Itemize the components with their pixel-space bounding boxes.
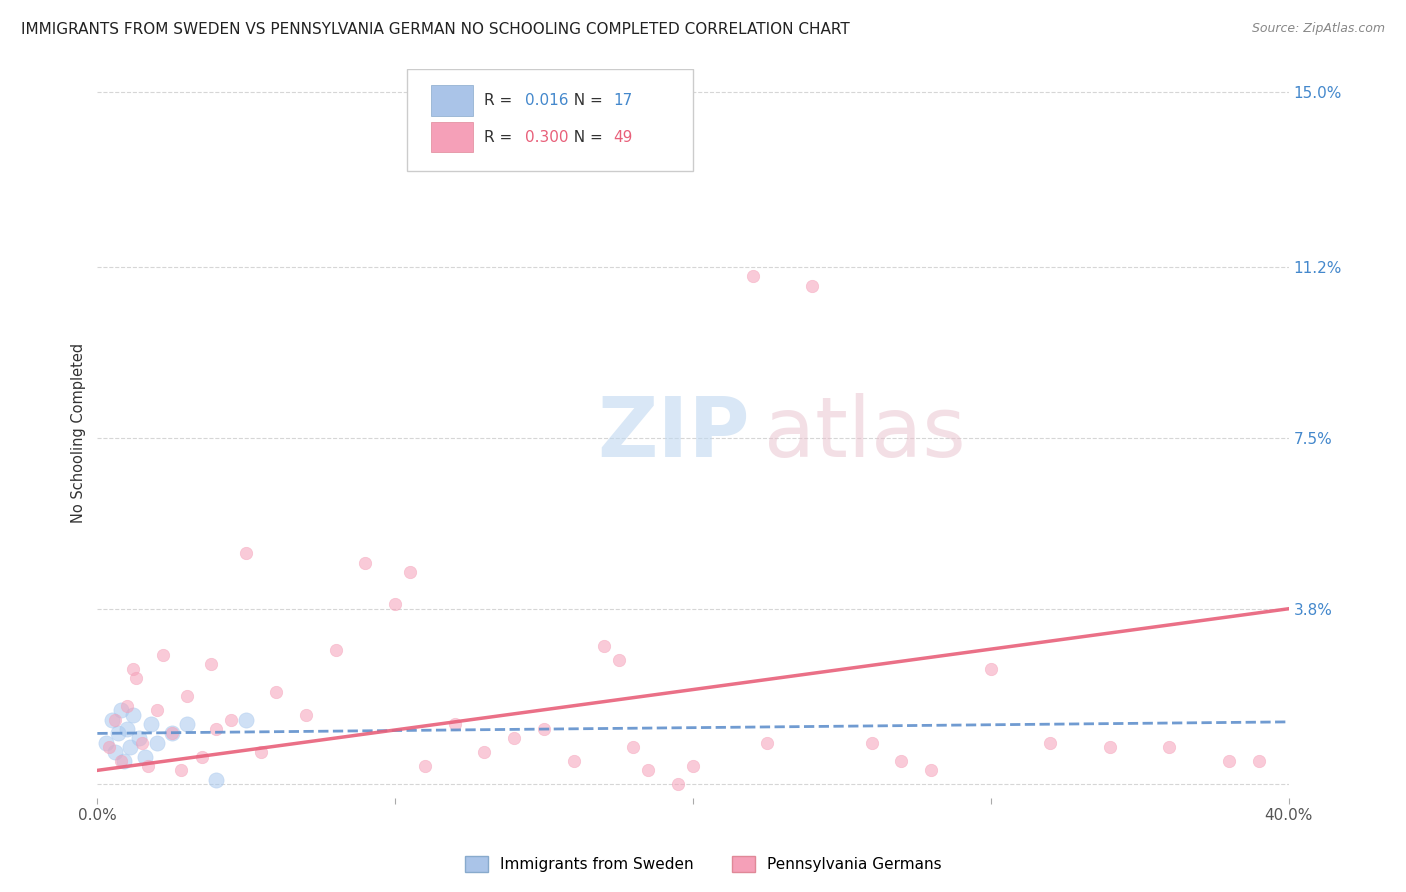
Text: Source: ZipAtlas.com: Source: ZipAtlas.com <box>1251 22 1385 36</box>
Point <box>190 749 212 764</box>
Point <box>399 565 422 579</box>
Text: atlas: atlas <box>765 392 966 474</box>
Point <box>96 736 118 750</box>
Point <box>1247 754 1270 768</box>
Point <box>176 717 198 731</box>
Bar <box>430 86 472 116</box>
Point <box>1098 740 1121 755</box>
Point <box>221 713 243 727</box>
Point <box>295 708 318 723</box>
Point <box>682 758 704 772</box>
Point <box>152 648 174 662</box>
Point <box>176 690 198 704</box>
Text: 0.300: 0.300 <box>524 129 568 145</box>
Point <box>1218 754 1240 768</box>
Point <box>160 726 183 740</box>
Point <box>235 713 257 727</box>
Point <box>170 764 193 778</box>
Point <box>134 749 156 764</box>
Point <box>122 708 145 723</box>
Point <box>503 731 526 745</box>
Point <box>533 722 555 736</box>
Point <box>205 772 228 787</box>
Point <box>98 740 121 755</box>
Point <box>562 754 585 768</box>
Point <box>443 717 465 731</box>
Point <box>115 698 138 713</box>
Text: N =: N = <box>564 129 607 145</box>
FancyBboxPatch shape <box>408 69 693 170</box>
Point <box>860 736 883 750</box>
Text: N =: N = <box>564 93 607 108</box>
Point <box>980 662 1002 676</box>
Point <box>122 662 145 676</box>
Bar <box>430 122 472 153</box>
Point <box>101 713 124 727</box>
Point <box>474 745 496 759</box>
Legend: Immigrants from Sweden, Pennsylvania Germans: Immigrants from Sweden, Pennsylvania Ger… <box>457 848 949 880</box>
Point <box>131 736 153 750</box>
Point <box>110 703 132 717</box>
Point <box>104 713 127 727</box>
Point <box>920 764 942 778</box>
Point <box>1039 736 1062 750</box>
Point <box>235 546 257 560</box>
Point <box>264 685 287 699</box>
Text: R =: R = <box>485 129 517 145</box>
Point <box>756 736 779 750</box>
Point <box>125 671 148 685</box>
Point <box>801 278 824 293</box>
Point <box>741 269 763 284</box>
Point <box>413 758 436 772</box>
Point <box>120 740 142 755</box>
Text: ZIP: ZIP <box>598 392 751 474</box>
Point <box>1159 740 1181 755</box>
Point <box>128 731 150 745</box>
Point <box>384 597 406 611</box>
Point <box>205 722 228 736</box>
Point <box>146 736 169 750</box>
Point <box>607 652 630 666</box>
Point <box>160 726 183 740</box>
Point <box>107 726 129 740</box>
Point <box>621 740 644 755</box>
Point <box>200 657 222 672</box>
Text: IMMIGRANTS FROM SWEDEN VS PENNSYLVANIA GERMAN NO SCHOOLING COMPLETED CORRELATION: IMMIGRANTS FROM SWEDEN VS PENNSYLVANIA G… <box>21 22 849 37</box>
Point <box>146 703 169 717</box>
Point <box>112 754 135 768</box>
Point <box>136 758 159 772</box>
Text: R =: R = <box>485 93 517 108</box>
Point <box>666 777 689 791</box>
Point <box>890 754 912 768</box>
Point <box>250 745 273 759</box>
Point <box>104 745 127 759</box>
Point <box>325 643 347 657</box>
Point <box>354 556 377 570</box>
Text: 0.016: 0.016 <box>524 93 568 108</box>
Text: 17: 17 <box>613 93 633 108</box>
Point <box>637 764 659 778</box>
Point <box>592 639 614 653</box>
Text: 49: 49 <box>613 129 633 145</box>
Y-axis label: No Schooling Completed: No Schooling Completed <box>72 343 86 524</box>
Point <box>139 717 162 731</box>
Point <box>115 722 138 736</box>
Point <box>110 754 132 768</box>
